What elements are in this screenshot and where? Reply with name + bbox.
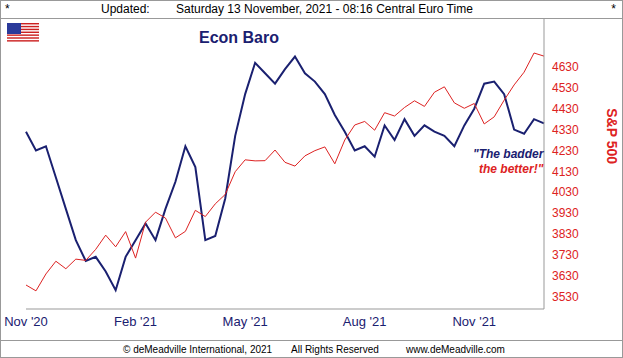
svg-text:May '21: May '21 (223, 314, 268, 329)
svg-text:3630: 3630 (552, 269, 579, 283)
html-text:Saturday 13 November, 2021 - 0: Saturday 13 November, 2021 - 08:16 Centr… (176, 2, 473, 16)
html-text:© deMeadville International, 2: © deMeadville International, 2021 (123, 344, 273, 355)
html-text:Updated:: Updated: (101, 2, 150, 16)
svg-text:4230: 4230 (552, 144, 579, 158)
html-text:Econ Baro: Econ Baro (199, 29, 279, 46)
svg-text:Nov '20: Nov '20 (4, 314, 48, 329)
svg-text:3830: 3830 (552, 227, 579, 241)
svg-text:3530: 3530 (552, 290, 579, 304)
svg-text:4330: 4330 (552, 123, 579, 137)
svg-text:Aug '21: Aug '21 (343, 314, 387, 329)
svg-text:4430: 4430 (552, 102, 579, 116)
html-text:the better!": the better!" (479, 162, 544, 176)
html-text:www.deMeadville.com: www.deMeadville.com (406, 344, 505, 355)
svg-text:S&P 500: S&P 500 (604, 108, 620, 164)
svg-text:4030: 4030 (552, 185, 579, 199)
html-text:"The badder: "The badder (473, 147, 544, 161)
html-text:All Rights Reserved: All Rights Reserved (291, 344, 379, 355)
svg-text:4530: 4530 (552, 81, 579, 95)
svg-text:Nov '21: Nov '21 (452, 314, 496, 329)
svg-text:3730: 3730 (552, 248, 579, 262)
svg-text:4130: 4130 (552, 165, 579, 179)
svg-text:4630: 4630 (552, 60, 579, 74)
svg-text:Feb '21: Feb '21 (114, 314, 157, 329)
svg-text:3930: 3930 (552, 206, 579, 220)
